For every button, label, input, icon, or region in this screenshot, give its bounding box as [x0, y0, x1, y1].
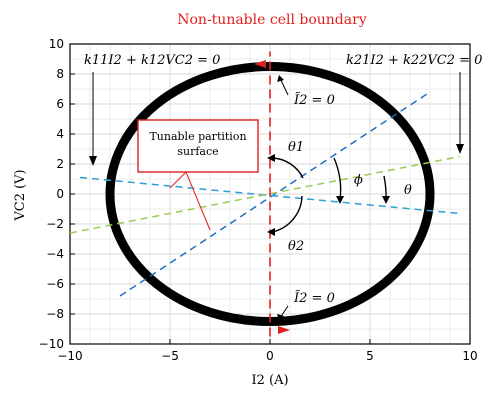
partition-box: [137, 119, 259, 173]
y-tick-label: −4: [46, 247, 64, 261]
y-tick-label: −6: [46, 277, 64, 291]
theta2-arrowhead: [267, 228, 275, 236]
phi-label: ϕ: [354, 173, 363, 188]
x-tick-label: 10: [462, 349, 477, 363]
y-tick-label: −2: [46, 217, 64, 231]
y-tick-label: 4: [56, 127, 64, 141]
partition-box-line2: surface: [177, 145, 218, 158]
y-axis-ticks: −10 −8 −6 −4 −2 0 2 4 6 8 10: [39, 37, 75, 351]
red-arrow-bottom: [278, 326, 290, 334]
theta-label: θ: [404, 183, 412, 198]
y-tick-label: 0: [56, 187, 64, 201]
x-axis-ticks: −10 −5 0 5 10: [57, 339, 478, 363]
y-tick-label: 10: [49, 37, 64, 51]
series-line-2: [79, 176, 461, 215]
bottom-zero-arrowhead: [277, 314, 284, 321]
theta1-label: θ1: [288, 140, 304, 155]
right-equation: k21I2 + k22VC2 = 0: [346, 53, 482, 68]
series-line-3: [69, 155, 461, 234]
chart-title: Non-tunable cell boundary: [177, 12, 367, 28]
theta2-label: θ2: [288, 239, 304, 254]
right-eq-arrowhead: [456, 144, 464, 154]
phi-arrowhead: [336, 196, 344, 204]
series-line-1: [119, 91, 431, 297]
y-tick-label: 2: [56, 157, 64, 171]
theta2-arc: [271, 195, 303, 233]
series-lines: [69, 51, 461, 337]
box-pointer-2: [185, 171, 211, 231]
red-arrow-top: [254, 60, 266, 68]
y-tick-label: −10: [39, 337, 64, 351]
x-tick-label: −10: [57, 349, 82, 363]
y-tick-label: −8: [46, 307, 64, 321]
bottom-zero-label: Ĩ2 = 0: [293, 290, 335, 306]
left-eq-arrowhead: [89, 156, 97, 166]
theta1-arc: [271, 157, 304, 179]
x-tick-label: 5: [366, 349, 374, 363]
y-tick-label: 6: [56, 97, 64, 111]
box-pointer-1: [169, 171, 187, 189]
left-equation: k11I2 + k12VC2 = 0: [84, 53, 220, 68]
theta1-arrowhead: [267, 154, 275, 162]
top-zero-pointer: [279, 77, 289, 96]
theta-arrowhead: [382, 196, 390, 204]
x-tick-label: 0: [266, 349, 274, 363]
top-zero-arrowhead: [277, 75, 284, 82]
y-axis-label: VC2 (V): [13, 169, 28, 221]
top-zero-label: Ĩ2 = 0: [293, 92, 335, 108]
partition-box-line1: Tunable partition: [149, 130, 246, 143]
x-axis-label: I2 (A): [251, 373, 288, 388]
x-tick-label: −5: [161, 349, 179, 363]
y-tick-label: 8: [56, 67, 64, 81]
